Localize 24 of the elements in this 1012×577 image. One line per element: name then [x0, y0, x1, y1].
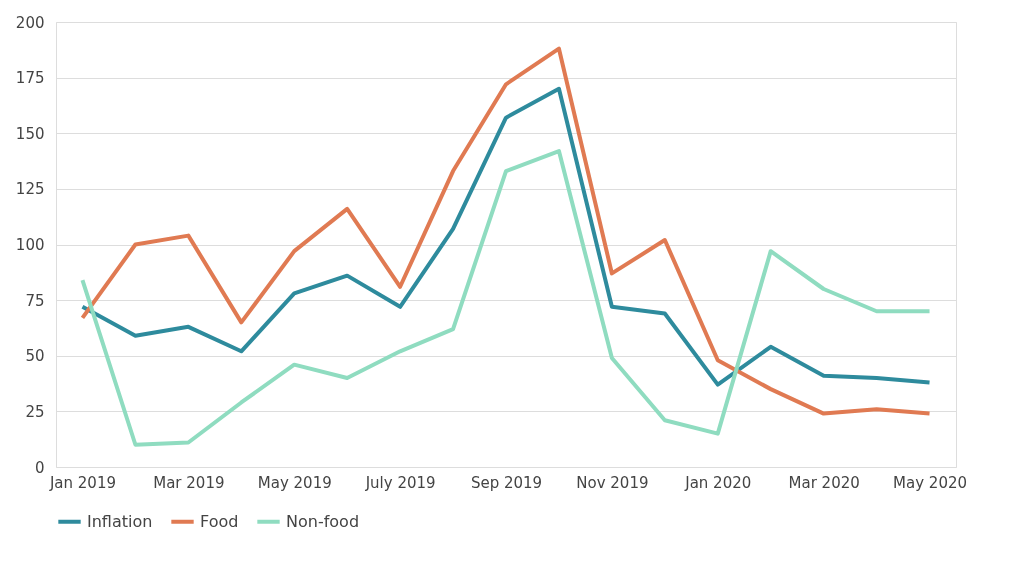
x-tick-label: Mar 2020 [788, 473, 860, 492]
line-series [80, 149, 932, 447]
x-tick-label: May 2019 [257, 473, 332, 492]
y-tick-label: 0 [34, 458, 45, 477]
y-tick-label: 25 [25, 402, 45, 421]
line-series [80, 86, 932, 387]
x-tick-label: July 2019 [364, 473, 436, 492]
legend-label: Non-food [286, 511, 360, 531]
y-tick-label: 175 [15, 69, 45, 88]
x-tick-label: Sep 2019 [470, 473, 543, 492]
y-tick-label: 50 [25, 347, 45, 366]
x-tick-label: Nov 2019 [576, 473, 649, 492]
x-tick-label: May 2020 [893, 473, 968, 492]
x-tick-label: Jan 2020 [684, 473, 752, 492]
line-series [80, 46, 932, 416]
x-tick-label: Jan 2019 [48, 473, 117, 492]
x-tick-label: Mar 2019 [153, 473, 225, 492]
y-tick-label: 75 [25, 291, 45, 310]
y-tick-label: 125 [15, 180, 45, 199]
y-tick-label: 150 [15, 124, 45, 143]
y-tick-label: 200 [15, 13, 45, 32]
legend-label: Food [200, 511, 239, 531]
y-tick-label: 100 [15, 236, 45, 254]
legend-label: Inflation [87, 511, 153, 531]
